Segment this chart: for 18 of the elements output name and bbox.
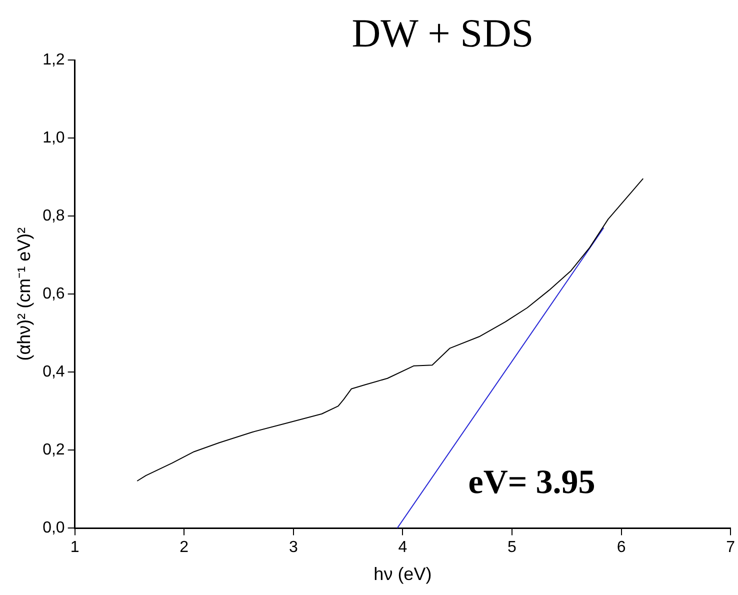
x-tick-label: 6 bbox=[616, 539, 626, 556]
chart-title: DW + SDS bbox=[352, 10, 534, 56]
y-tick-label: 0,4 bbox=[42, 364, 65, 381]
x-tick-label: 5 bbox=[508, 539, 517, 556]
x-tick-label: 3 bbox=[288, 539, 298, 556]
x-axis-title: hν (eV) bbox=[374, 564, 432, 584]
y-tick-label: 1,0 bbox=[42, 129, 65, 146]
y-tick-label: 0,0 bbox=[42, 520, 65, 537]
y-axis-title: (αhν)² (cm⁻¹ eV)² bbox=[14, 227, 34, 361]
x-tick-label: 1 bbox=[70, 539, 80, 556]
x-tick-label: 2 bbox=[180, 539, 189, 556]
y-tick-label: 0,6 bbox=[42, 286, 65, 303]
x-tick-label: 7 bbox=[726, 539, 736, 556]
y-tick-label: 0,2 bbox=[42, 442, 65, 459]
y-tick-label: 0,8 bbox=[42, 207, 65, 224]
annotation: eV= 3.95 bbox=[468, 464, 596, 501]
y-tick-label: 1,2 bbox=[42, 51, 65, 68]
x-tick-label: 4 bbox=[398, 539, 408, 556]
